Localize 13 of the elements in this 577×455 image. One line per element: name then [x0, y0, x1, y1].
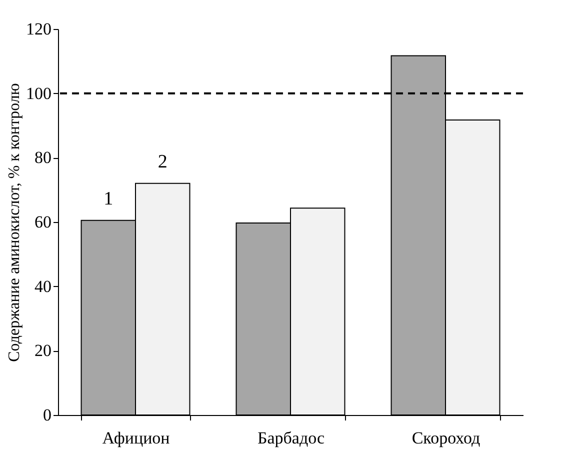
y-tick-label: 0 [43, 406, 52, 424]
y-tick-label: 80 [34, 148, 52, 168]
x-tick-label: Барбадос [257, 428, 326, 448]
y-tick-label: 60 [34, 212, 52, 232]
x-tick-label: Скороход [412, 428, 481, 448]
y-tick-label: 20 [34, 341, 52, 360]
y-tick-label: 40 [34, 276, 52, 296]
y-axis-title: Содержание аминокислот, % к контролю [6, 83, 23, 362]
y-tick-label: 120 [26, 20, 52, 38]
series-label: 1 [104, 188, 114, 210]
series-label: 2 [158, 151, 168, 172]
x-tick-label: Афицион [102, 428, 170, 448]
y-tick-label: 100 [26, 84, 52, 103]
